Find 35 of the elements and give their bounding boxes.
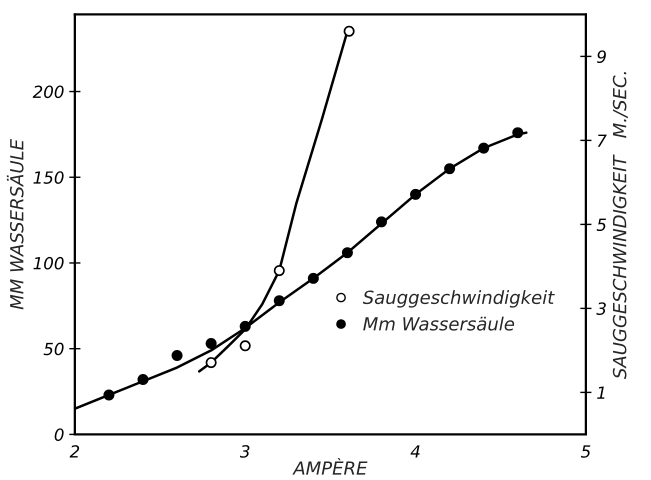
point bbox=[206, 357, 217, 368]
y-tick-label: 200 bbox=[32, 86, 64, 98]
y2-tick-label: 3 bbox=[596, 302, 606, 315]
point bbox=[274, 265, 285, 276]
legend-label: Mm Wassersäule bbox=[363, 316, 514, 331]
x-axis-title: AMPÈRE bbox=[292, 458, 368, 475]
x-tick-label: 5 bbox=[580, 445, 590, 458]
y2-tick-label: 1 bbox=[597, 386, 604, 399]
x-tick-label: 4 bbox=[410, 445, 420, 458]
y2-tick-label: 9 bbox=[597, 50, 606, 63]
y2-tick-label: 7 bbox=[598, 134, 607, 147]
point bbox=[342, 247, 353, 258]
point bbox=[512, 127, 524, 138]
point bbox=[376, 216, 387, 228]
point bbox=[410, 188, 422, 200]
point bbox=[103, 389, 114, 400]
y-tick-label: 50 bbox=[44, 342, 64, 356]
point bbox=[138, 374, 148, 386]
x-tick-label: 3 bbox=[240, 445, 250, 458]
y2-axis-title: SAUGGESCHWINDIGKEIT M./SEC. bbox=[612, 72, 628, 379]
x-tick-label: 2 bbox=[70, 445, 80, 458]
point bbox=[274, 295, 285, 306]
point bbox=[206, 338, 217, 350]
point bbox=[444, 163, 456, 174]
point bbox=[240, 340, 251, 352]
y-tick-label: 150 bbox=[33, 171, 64, 184]
y-tick-label: 0 bbox=[54, 428, 64, 441]
y-tick-label: 100 bbox=[33, 256, 64, 270]
point bbox=[478, 142, 490, 154]
y2-tick-label: 5 bbox=[596, 218, 606, 231]
y-axis-title: MM WASSERSÄULE bbox=[6, 138, 24, 310]
legend-label: Sauggeschwindigkeit bbox=[362, 290, 555, 308]
point bbox=[344, 26, 355, 37]
point bbox=[172, 350, 183, 362]
point bbox=[308, 272, 319, 284]
